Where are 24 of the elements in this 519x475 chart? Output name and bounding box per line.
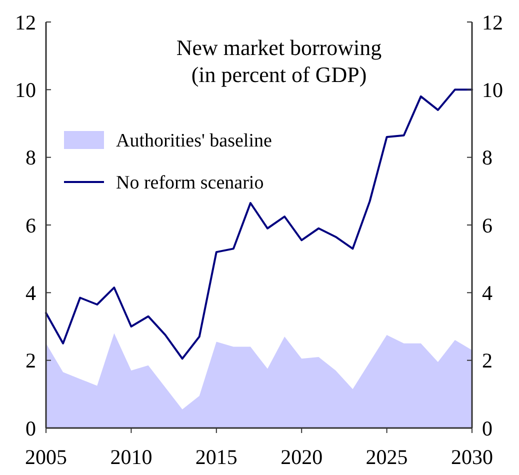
x-tick-label: 2015 (195, 445, 238, 469)
y-tick-label: 4 (26, 281, 36, 306)
y-tick-label: 10 (15, 78, 36, 102)
y2-tick-label: 10 (482, 78, 503, 102)
x-tick-label: 2025 (366, 445, 408, 469)
y2-tick-label: 12 (482, 10, 503, 34)
legend-label: No reform scenario (116, 172, 264, 194)
y2-tick-label: 4 (482, 281, 493, 306)
y2-tick-label: 6 (482, 213, 492, 238)
y2-tick-label: 8 (482, 146, 492, 170)
x-tick-label: 2005 (25, 445, 67, 469)
y-tick-label: 2 (26, 348, 36, 373)
line-series (45, 88, 473, 360)
y-tick-label: 6 (26, 213, 36, 238)
y-tick-label: 12 (15, 10, 36, 34)
y-tick-label: 0 (26, 416, 36, 440)
y-tick-label: 8 (26, 146, 36, 170)
legend-label: Authorities' baseline (116, 130, 272, 152)
y2-tick-label: 2 (482, 348, 492, 373)
y2-tick-label: 0 (482, 416, 492, 440)
x-tick-label: 2010 (110, 445, 152, 469)
x-tick-label: 2020 (280, 445, 323, 469)
text: New market borrowing (in percent of GDP) (176, 35, 382, 87)
x-tick-label: 2030 (451, 445, 493, 469)
